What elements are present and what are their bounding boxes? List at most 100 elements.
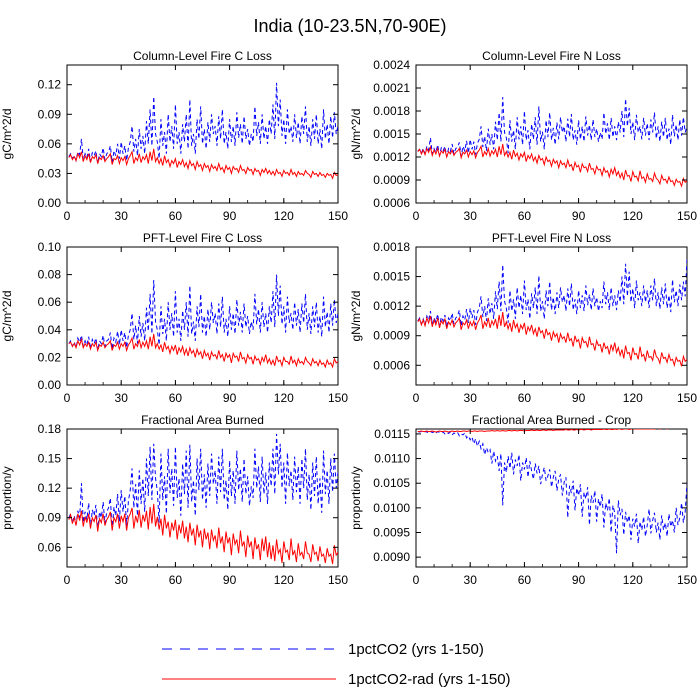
x-tick-label: 120 (623, 391, 643, 405)
y-tick-label: 0.00 (38, 378, 62, 392)
series-line-1pctco2-rad (417, 143, 687, 188)
x-tick-label: 30 (115, 391, 129, 405)
chart-panel-5: 0 30 60 90 120 150 0.06 0.09 0.12 0.15 0.18 Fractio… (0, 413, 348, 587)
y-tick-label: 0.06 (38, 295, 62, 309)
y-axis-label: gN/m^2/d (349, 291, 363, 342)
x-tick-label: 90 (572, 391, 586, 405)
y-tick-label: 0.0110 (374, 452, 410, 466)
x-tick-label: 0 (64, 573, 71, 587)
x-tick-label: 60 (169, 209, 183, 223)
chart-panel-2: 0 30 60 90 120 150 0.0006 0.0009 0.0012 0.0015 0.0… (349, 49, 697, 223)
x-tick-label: 60 (169, 391, 183, 405)
x-tick-label: 0 (64, 391, 71, 405)
y-axis-label: gN/m^2/d (349, 109, 363, 160)
x-tick-label: 90 (223, 391, 237, 405)
x-tick-label: 30 (115, 209, 129, 223)
y-axis-label: gC/m^2/d (0, 291, 14, 342)
series-line-1pctco2-rad (68, 333, 338, 369)
series-line-1pctco2 (68, 274, 338, 351)
panel-title: Fractional Area Burned - Crop (472, 413, 632, 427)
y-tick-label: 0.0006 (373, 196, 410, 210)
x-tick-label: 120 (274, 209, 294, 223)
series-line-1pctco2-rad (68, 503, 338, 565)
y-tick-label: 0.08 (38, 268, 62, 282)
panel-title: PFT-Level Fire N Loss (492, 231, 611, 245)
y-tick-label: 0.12 (38, 78, 62, 92)
x-tick-label: 120 (623, 209, 643, 223)
x-tick-label: 30 (464, 209, 478, 223)
x-tick-label: 60 (518, 573, 532, 587)
x-tick-label: 90 (572, 573, 586, 587)
y-tick-label: 0.06 (38, 137, 62, 151)
x-tick-label: 60 (169, 573, 183, 587)
y-tick-label: 0.0115 (374, 427, 410, 441)
series-line-1pctco2 (417, 258, 687, 327)
x-tick-label: 150 (677, 573, 697, 587)
chart-panel-4: 0 30 60 90 120 150 0.0006 0.0009 0.0012 0.0015 0.0… (349, 231, 697, 405)
series-line-1pctco2 (68, 82, 338, 164)
y-tick-label: 0.0015 (373, 127, 410, 141)
x-tick-label: 90 (223, 573, 237, 587)
panel-title: Column-Level Fire C Loss (133, 49, 272, 63)
y-tick-label: 0.0018 (373, 104, 410, 118)
y-tick-label: 0.0018 (373, 240, 410, 254)
x-tick-label: 60 (518, 209, 532, 223)
x-tick-label: 150 (677, 391, 697, 405)
chart-panel-1: 0 30 60 90 120 150 0.00 0.03 0.06 0.09 0.12 Column-… (0, 49, 348, 223)
x-tick-label: 90 (572, 209, 586, 223)
series-line-1pctco2-rad (68, 148, 338, 180)
x-tick-label: 120 (274, 391, 294, 405)
plot-frame (66, 428, 339, 568)
x-tick-label: 150 (677, 209, 697, 223)
x-tick-label: 30 (464, 573, 478, 587)
y-tick-label: 0.18 (38, 422, 62, 436)
y-tick-label: 0.04 (38, 323, 62, 337)
y-tick-label: 0.09 (38, 107, 62, 121)
x-tick-label: 0 (64, 209, 71, 223)
y-tick-label: 0.0100 (373, 501, 410, 515)
y-tick-label: 0.0105 (373, 476, 410, 490)
figure-title: India (10-23.5N,70-90E) (253, 16, 447, 36)
y-tick-label: 0.12 (38, 481, 62, 495)
panel-title: Column-Level Fire N Loss (482, 49, 621, 63)
y-tick-label: 0.02 (38, 350, 62, 364)
x-tick-label: 150 (328, 209, 348, 223)
y-tick-label: 0.09 (38, 511, 62, 525)
x-tick-label: 30 (115, 573, 129, 587)
chart-panel-6: 0 30 60 90 120 150 0.0090 0.0095 0.0100 0.0105 0.0… (349, 413, 697, 587)
y-tick-label: 0.0021 (373, 81, 410, 95)
plot-frame (415, 246, 688, 386)
plot-frame (66, 246, 339, 386)
panel-title: PFT-Level Fire C Loss (143, 231, 262, 245)
y-tick-label: 0.00 (38, 196, 62, 210)
y-tick-label: 0.06 (38, 540, 62, 554)
x-tick-label: 60 (518, 391, 532, 405)
x-tick-label: 0 (413, 391, 420, 405)
y-tick-label: 0.0015 (373, 270, 410, 284)
y-tick-label: 0.15 (38, 452, 62, 466)
series-line-1pctco2-rad (417, 311, 687, 368)
y-tick-label: 0.0095 (373, 526, 410, 540)
y-axis-label: proportion/y (0, 466, 14, 529)
series-line-1pctco2 (417, 97, 687, 158)
x-tick-label: 0 (413, 573, 420, 587)
y-tick-label: 0.0012 (373, 299, 410, 313)
y-axis-label: proportion/y (349, 466, 363, 529)
x-tick-label: 0 (413, 209, 420, 223)
y-tick-label: 0.0009 (373, 329, 410, 343)
y-tick-label: 0.0090 (373, 550, 410, 564)
y-tick-label: 0.10 (38, 240, 62, 254)
x-tick-label: 150 (328, 573, 348, 587)
x-tick-label: 120 (274, 573, 294, 587)
series-line-1pctco2 (417, 430, 687, 554)
panel-title: Fractional Area Burned (141, 413, 264, 427)
y-axis-label: gC/m^2/d (0, 109, 14, 160)
y-tick-label: 0.03 (38, 166, 62, 180)
series-line-1pctco2 (68, 433, 338, 531)
x-tick-label: 150 (328, 391, 348, 405)
x-tick-label: 30 (464, 391, 478, 405)
series-line-1pctco2-rad (417, 429, 684, 433)
legend-label-2: 1pctCO2-rad (yrs 1-150) (348, 671, 511, 688)
y-tick-label: 0.0024 (373, 58, 410, 72)
